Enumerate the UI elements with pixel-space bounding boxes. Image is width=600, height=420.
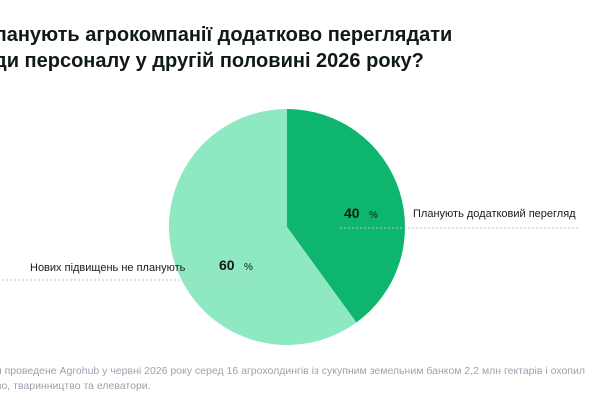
chart-title-line-2: ди персоналу у другій половині 2026 року… bbox=[0, 50, 424, 72]
chart-title: ланують агрокомпанії додатково перегляда… bbox=[0, 22, 600, 74]
pie-slice-1 bbox=[287, 109, 406, 323]
data-label-unit-1: % bbox=[369, 210, 378, 221]
category-label-1: Планують додатковий перегляд bbox=[413, 208, 576, 220]
pie-slice-2 bbox=[169, 109, 357, 345]
data-label-value-1: 40 bbox=[344, 205, 360, 221]
footnote-line-1: я проведене Agrohub у червні 2026 року с… bbox=[0, 365, 585, 377]
chart-title-line-1: ланують агрокомпанії додатково перегляда… bbox=[0, 24, 453, 46]
data-label-value-2: 60 bbox=[219, 257, 235, 273]
footnote-line-2: во, тваринництво та елеватори. bbox=[0, 380, 151, 392]
source-footnote: я проведене Agrohub у червні 2026 року с… bbox=[0, 364, 600, 394]
data-label-unit-2: % bbox=[244, 262, 253, 273]
category-label-2: Нових підвищень не планують bbox=[30, 262, 186, 274]
